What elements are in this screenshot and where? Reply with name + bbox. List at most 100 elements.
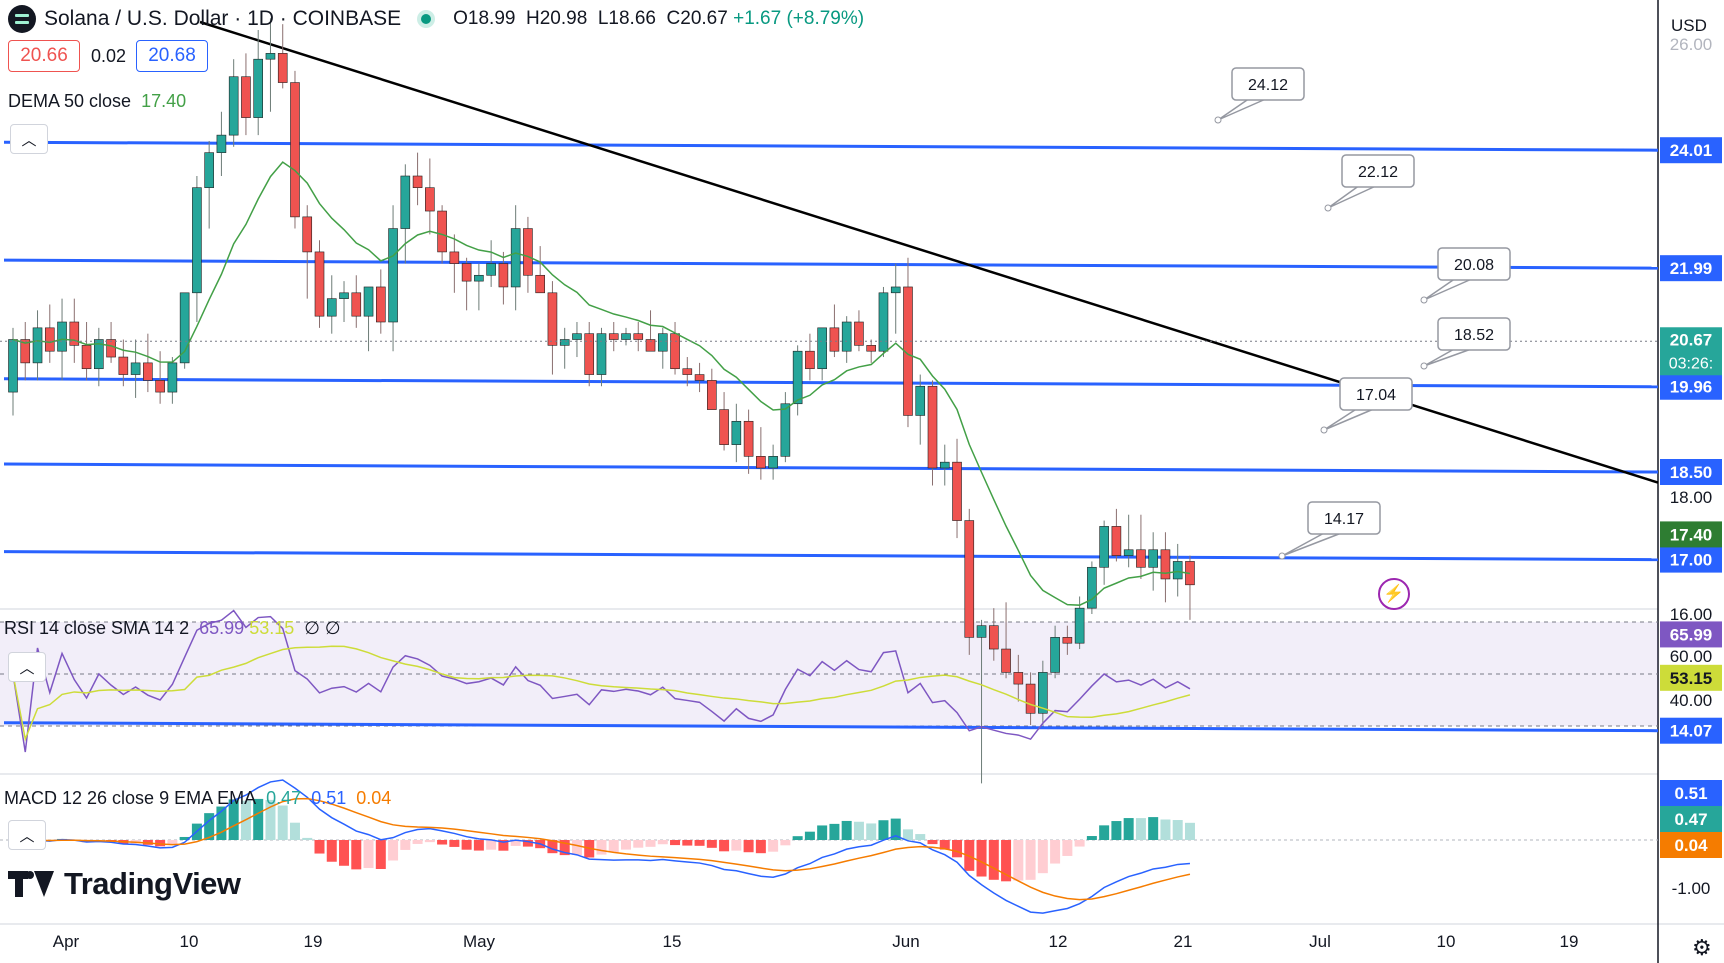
level-price-tag	[1660, 546, 1722, 573]
candle-body	[817, 327, 827, 370]
dema-line	[12, 161, 1191, 606]
macd-histogram-bar	[915, 834, 926, 840]
callout-pointer	[1423, 277, 1475, 301]
macd-hist-tag	[1660, 832, 1722, 858]
level-price-tag-label: 14.07	[1670, 722, 1713, 741]
price-tick-label: 16.00	[1670, 605, 1713, 624]
macd-histogram-bar	[400, 840, 411, 850]
macd-histogram-bar	[682, 840, 693, 846]
collapse-macd-pane-button[interactable]: ︿	[8, 820, 46, 850]
time-tick-label: 10	[180, 932, 199, 951]
candle-body	[976, 625, 987, 638]
candle-body	[8, 339, 18, 393]
macd-histogram-bar	[1074, 840, 1085, 847]
collapse-rsi-pane-button[interactable]: ︿	[8, 652, 46, 682]
candle-body	[437, 210, 447, 253]
macd-histogram-bar	[1172, 820, 1183, 840]
candle-body	[290, 82, 300, 218]
macd-histogram-bar	[1111, 821, 1122, 840]
rsi-band	[0, 622, 1658, 726]
solana-logo-icon	[8, 5, 36, 33]
time-tick-label: 19	[304, 932, 323, 951]
gear-icon[interactable]: ⚙	[1692, 935, 1712, 960]
candle-body	[277, 53, 288, 83]
tradingview-logo-icon	[8, 871, 54, 897]
candle-body	[20, 339, 31, 364]
macd-tick-label: -1.00	[1672, 879, 1711, 898]
rsi-legend[interactable]: RSI 14 close SMA 14 2 65.99 53.15 ∅ ∅	[4, 618, 341, 638]
macd-histogram-bar	[437, 840, 448, 845]
candle-body	[192, 187, 202, 294]
macd-histogram-bar	[719, 840, 730, 852]
macd-histogram-bar	[976, 840, 987, 877]
candle-body	[866, 345, 877, 352]
candle-body	[1111, 526, 1122, 556]
macd-histogram-bar	[363, 840, 374, 869]
candle-body	[1001, 648, 1011, 673]
candle-body	[988, 625, 999, 650]
candle-body	[1050, 637, 1060, 673]
candle-body	[253, 58, 263, 118]
candle-body	[32, 327, 43, 364]
callout-anchor	[1320, 426, 1328, 434]
candle-body	[535, 274, 545, 294]
macd-histogram-bar	[388, 840, 399, 861]
candle-body	[265, 53, 276, 60]
macd-histogram-bar	[412, 840, 423, 844]
collapse-price-pane-button[interactable]: ︿	[10, 124, 48, 154]
macd-histogram-bar	[375, 840, 386, 870]
currency-label[interactable]: USD	[1671, 16, 1707, 35]
spread-value: 0.02	[91, 46, 127, 66]
time-tick-label: Jul	[1309, 932, 1331, 951]
candle-body	[57, 321, 67, 352]
time-tick-label: May	[463, 932, 496, 951]
candle-body	[878, 292, 889, 352]
macd-histogram-bar	[657, 840, 668, 845]
candle-body	[412, 175, 423, 188]
candle-body	[670, 333, 680, 370]
callout-label: 24.12	[1248, 77, 1288, 94]
ohlc-readout: O18.99 H20.98 L18.66 C20.67 +1.67 (+8.79…	[453, 8, 865, 29]
macd-legend[interactable]: MACD 12 26 close 9 EMA EMA 0.47 0.51 0.0…	[4, 788, 392, 808]
lightning-icon[interactable]: ⚡	[1378, 578, 1410, 610]
candle-body	[805, 350, 815, 370]
price-change: +1.67 (+8.79%)	[733, 8, 865, 29]
candle-body	[1074, 607, 1085, 644]
level-price-tag-label: 18.50	[1670, 463, 1713, 482]
buy-price-box[interactable]: 20.68	[136, 40, 208, 72]
symbol-title[interactable]: Solana / U.S. Dollar · 1D · COINBASE	[44, 7, 402, 30]
macd-histogram-bar	[817, 825, 828, 840]
candle-body	[449, 251, 460, 264]
candle-body	[44, 327, 55, 352]
candle-body	[559, 339, 570, 346]
level-price-tag-label: 17.00	[1670, 551, 1713, 570]
macd-hist-tag-label: 0.04	[1674, 836, 1708, 855]
macd-histogram-bar	[461, 840, 472, 850]
callout-anchor	[1420, 296, 1428, 304]
candle-body	[731, 420, 742, 445]
callout-label: 20.08	[1454, 257, 1494, 274]
rsi-line	[12, 609, 1191, 753]
callout-label: 14.17	[1324, 511, 1364, 528]
macd-signal-tag-label: 0.51	[1674, 784, 1707, 803]
candle-body	[461, 263, 472, 282]
macd-histogram-bar	[706, 840, 717, 848]
sell-price-box[interactable]: 20.66	[8, 40, 80, 72]
candle-body	[241, 76, 251, 118]
macd-histogram-bar	[902, 829, 913, 840]
macd-histogram-bar	[449, 840, 460, 847]
market-open-status-icon	[421, 14, 432, 24]
candle-body	[547, 292, 558, 346]
candle-body	[682, 368, 693, 375]
candle-body	[216, 134, 227, 153]
chevron-up-icon: ︿	[19, 827, 35, 845]
candle-body	[425, 187, 435, 212]
dema-legend[interactable]: DEMA 50 close 17.40	[8, 91, 187, 111]
macd-histogram-bar	[988, 840, 999, 880]
callout-anchor	[1214, 116, 1222, 124]
level-price-tag-label: 24.01	[1670, 141, 1713, 160]
callout-box	[1231, 67, 1305, 101]
time-tick-label: 10	[1437, 932, 1456, 951]
macd-histogram-bar	[804, 831, 815, 840]
